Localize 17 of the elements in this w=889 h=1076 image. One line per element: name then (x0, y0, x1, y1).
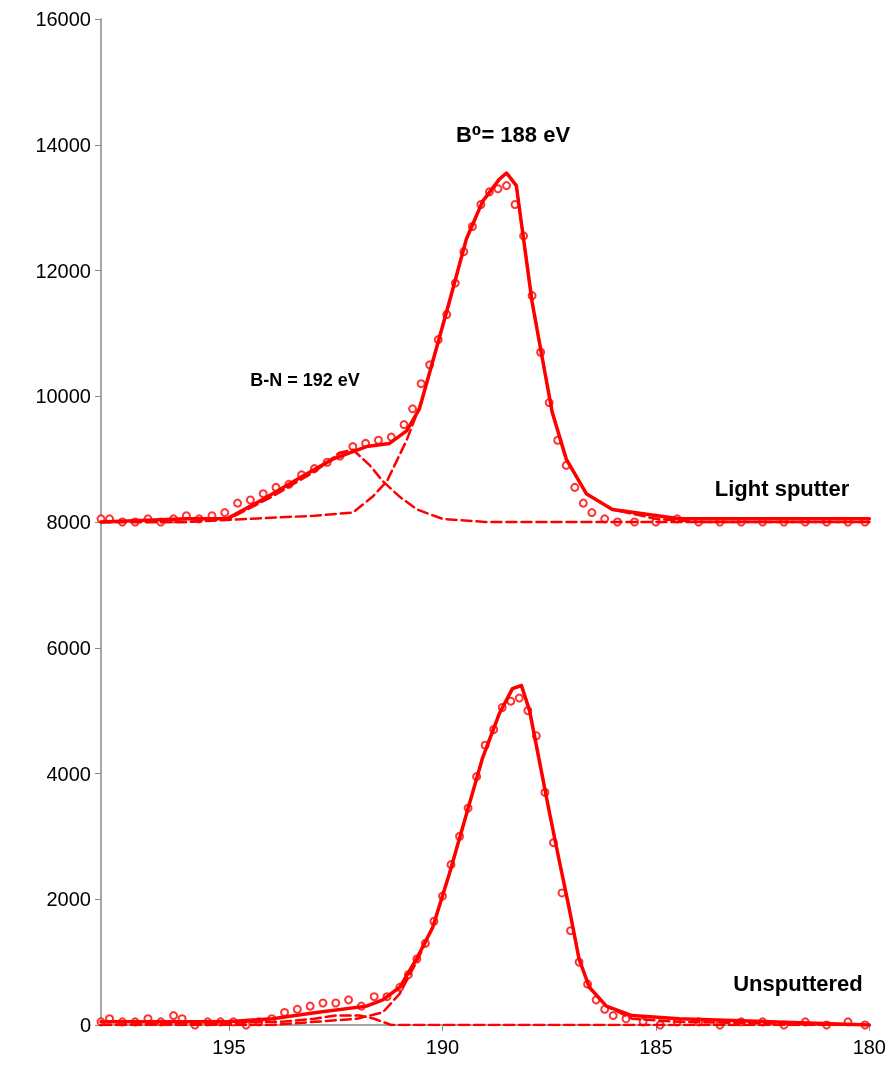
x-tick-label: 185 (639, 1036, 673, 1058)
y-tick-label: 0 (79, 1014, 91, 1036)
y-tick-label: 14000 (35, 133, 91, 156)
y-tick-label: 8000 (46, 511, 91, 533)
y-tick-label: 2000 (46, 888, 91, 911)
x-tick-label: 190 (425, 1036, 460, 1058)
x-tick-label: 180 (852, 1036, 886, 1058)
annotation: Light sputter (714, 475, 850, 501)
y-tick-label: 12000 (35, 259, 91, 282)
x-tick-label: 195 (212, 1036, 246, 1058)
y-tick-label: 4000 (46, 762, 91, 785)
annotation: B-N = 192 eV (250, 370, 360, 390)
annotation: B⁰= 188 eV (455, 121, 571, 147)
y-tick-label: 16000 (35, 8, 91, 30)
y-tick-label: 6000 (46, 636, 91, 659)
annotation: Unsputtered (733, 970, 863, 996)
y-tick-label: 10000 (35, 385, 91, 408)
